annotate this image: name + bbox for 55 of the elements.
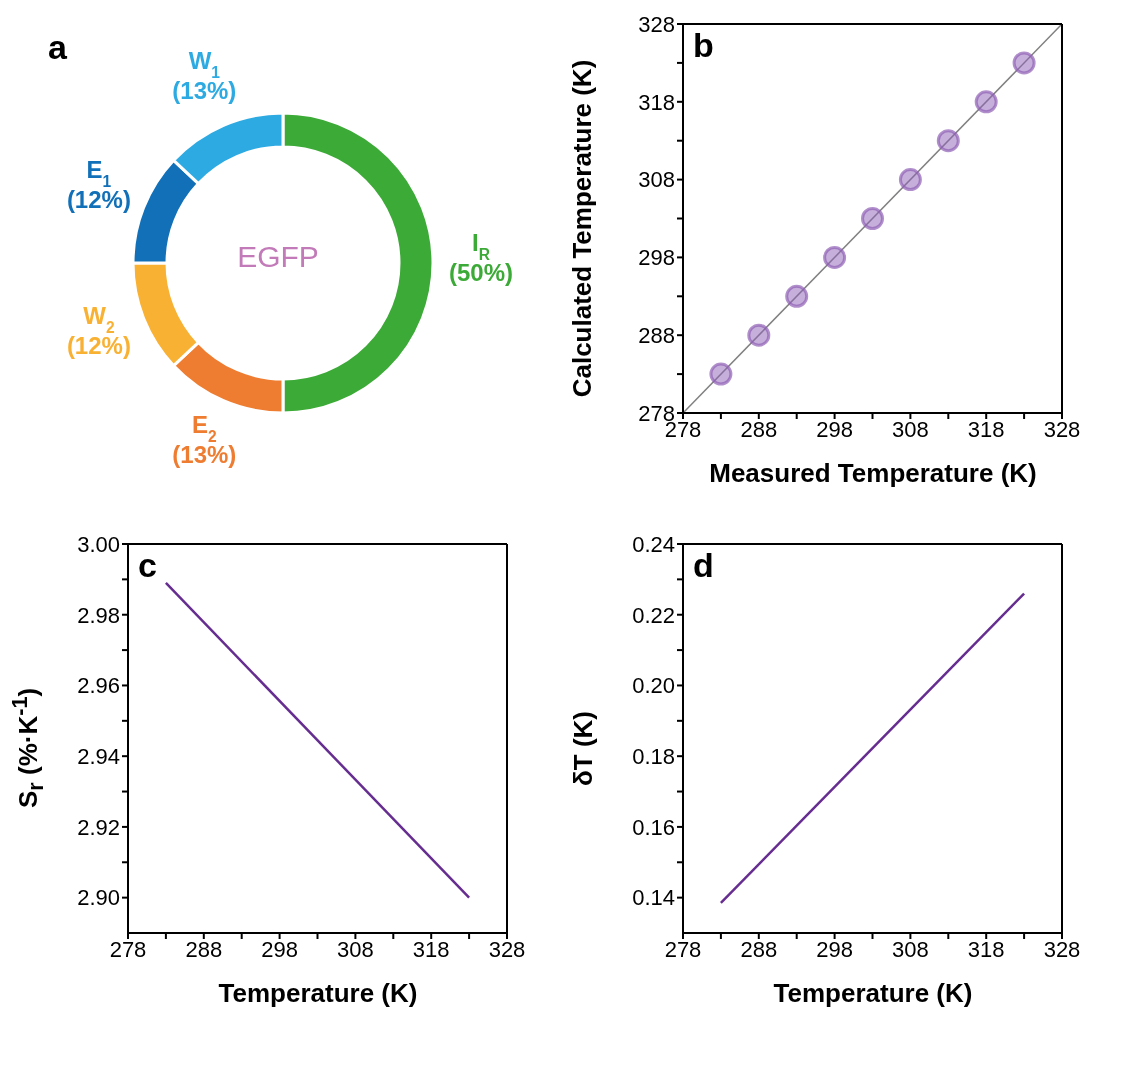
x-tick-label: 318: [412, 936, 450, 962]
x-tick-label: 288: [740, 936, 778, 962]
x-tick-label: 328: [1043, 936, 1081, 962]
y-tick-label: 2.90: [77, 885, 120, 911]
y-tick-label: 2.94: [77, 743, 120, 769]
x-tick-label: 298: [261, 936, 298, 962]
x-tick-label: 298: [816, 936, 853, 962]
x-tick-label: 318: [967, 416, 1005, 442]
point: [974, 90, 998, 114]
point: [709, 362, 733, 386]
point: [823, 245, 847, 269]
x-tick-label: 308: [337, 936, 374, 962]
y-tick-label: 328: [638, 11, 675, 37]
x-tick-label: 278: [109, 936, 147, 962]
slice-label: E$_{2}$: [192, 410, 218, 445]
point: [861, 207, 884, 230]
x-axis-title: Temperature (K): [217, 978, 419, 1009]
x-tick-label: 328: [488, 936, 526, 962]
y-tick-label: 0.24: [632, 531, 675, 557]
x-tick-label: 308: [892, 936, 929, 962]
y-tick-label: 0.16: [632, 814, 675, 840]
chart-title: b: [693, 26, 714, 65]
x-tick-label: 308: [892, 416, 929, 442]
y-tick-label: 318: [638, 89, 675, 115]
slice-label: W$_{2}$: [83, 301, 115, 336]
y-tick-label: 3.00: [77, 531, 120, 557]
x-tick-label: 298: [816, 416, 853, 442]
x-tick-label: 328: [1043, 416, 1081, 442]
y-tick-label: 0.22: [632, 602, 675, 628]
chart-title: d: [693, 546, 714, 585]
x-axis-title: Temperature (K): [772, 978, 974, 1009]
point: [1012, 51, 1036, 75]
x-tick-label: 288: [185, 936, 223, 962]
x-tick-label: 278: [664, 936, 702, 962]
chart-title: a: [48, 28, 67, 67]
y-tick-label: 2.92: [77, 814, 120, 840]
x-axis-title: Measured Temperature (K): [708, 458, 1038, 489]
x-tick-label: 288: [740, 416, 778, 442]
y-tick-label: 2.98: [77, 602, 120, 628]
text: EGFP: [236, 240, 320, 274]
y-tick-label: 0.18: [632, 743, 675, 769]
y-axis-title: Calculated Temperature (K): [567, 59, 599, 397]
point: [936, 129, 960, 153]
x-tick-label: 318: [967, 936, 1005, 962]
y-tick-label: 0.20: [632, 673, 675, 699]
y-tick-label: 298: [638, 245, 675, 271]
y-tick-label: 308: [638, 167, 675, 193]
y-tick-label: 2.96: [77, 673, 120, 699]
y-axis-title: δT (K): [567, 710, 599, 786]
chart-title: c: [138, 546, 157, 585]
point: [898, 168, 922, 192]
y-tick-label: 288: [638, 323, 675, 349]
point: [785, 284, 809, 308]
point: [747, 323, 771, 347]
y-tick-label: 0.14: [632, 885, 675, 911]
